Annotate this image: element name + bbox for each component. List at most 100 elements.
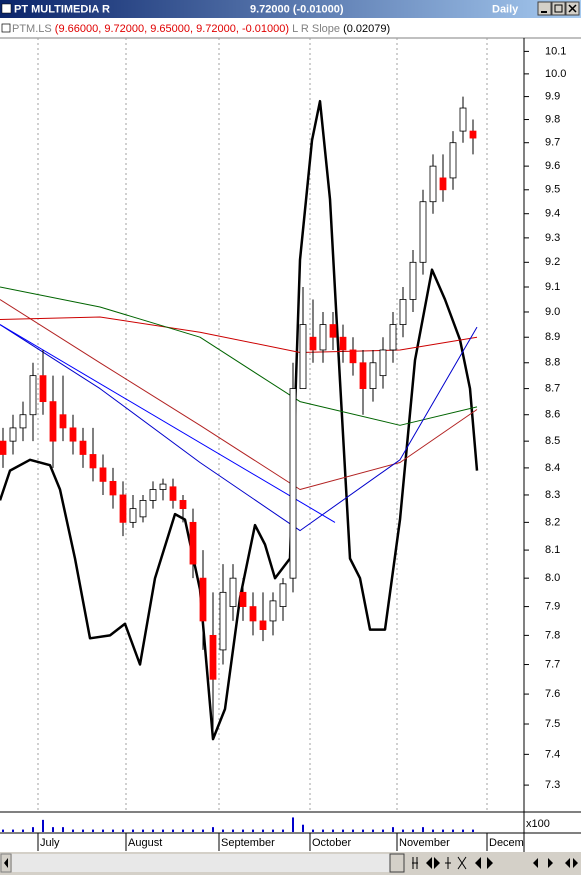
candle-body [359, 362, 367, 389]
y-tick-label: 9.1 [545, 281, 560, 293]
scroll-thumb[interactable] [389, 853, 405, 873]
candle-body [159, 483, 167, 490]
minimize-button[interactable] [537, 1, 552, 16]
y-tick-label: 7.5 [545, 718, 560, 730]
scrollbar[interactable] [0, 852, 581, 875]
indicator-line [0, 324, 336, 523]
candle-body [29, 375, 37, 416]
candle-body [349, 349, 357, 364]
volume-bar [462, 829, 464, 832]
y-tick-label: 8.4 [545, 462, 560, 474]
window-buttons[interactable] [537, 1, 580, 16]
legend-icon [1, 23, 11, 33]
scroll-area [12, 854, 404, 872]
volume-bar [22, 829, 24, 832]
volume-bar [252, 829, 254, 832]
zoom-button[interactable] [412, 857, 418, 869]
y-tick-label: 7.6 [545, 688, 560, 700]
volume-bar [172, 829, 174, 832]
extend-button[interactable] [445, 857, 451, 869]
y-tick-label: 8.5 [545, 435, 560, 447]
volume-bar [82, 829, 84, 832]
plot-area [0, 38, 488, 810]
volume-bar [332, 829, 334, 832]
candle-body [169, 486, 177, 501]
candle-body [179, 500, 187, 510]
candle-body [429, 165, 437, 203]
window-quote: 9.72000 (-0.01000) [250, 3, 344, 15]
candle-body [409, 261, 417, 300]
volume-bar [472, 829, 474, 832]
reset-button[interactable] [457, 856, 467, 870]
x-tick-label: July [40, 837, 60, 849]
y-tick-label: 9.3 [545, 232, 560, 244]
candle-body [319, 324, 327, 351]
y-tick-label: 9.6 [545, 160, 560, 172]
candle-body [69, 427, 77, 442]
candle-body [19, 414, 27, 429]
y-tick-label: 9.4 [545, 208, 560, 220]
volume-bar [362, 829, 364, 832]
x-tick-label: November [399, 837, 450, 849]
volume-bar [262, 829, 264, 832]
volume-bar [312, 829, 314, 832]
indicator-name: L R Slope [292, 23, 340, 35]
x-tick-label: October [312, 837, 351, 849]
scroll-left-glyph [4, 858, 8, 868]
y-tick-label: 10.1 [545, 45, 566, 57]
y-tick-label: 8.8 [545, 357, 560, 369]
y-tick-label: 10.0 [545, 68, 566, 80]
candle-body [289, 388, 297, 579]
candle-body [439, 177, 447, 191]
volume-bar [412, 829, 414, 832]
window-period: Daily [492, 3, 519, 15]
step-forward[interactable] [548, 858, 553, 868]
volume-bar [242, 829, 244, 832]
maximize-button[interactable] [551, 1, 566, 16]
candle-body [129, 508, 137, 523]
candle-body [239, 591, 247, 607]
y-tick-label: 8.6 [545, 409, 560, 421]
candle-body [189, 521, 197, 565]
nav-buttons[interactable] [426, 857, 440, 869]
volume-bar [202, 829, 204, 832]
window-title: PT MULTIMEDIA R [14, 3, 110, 15]
y-tick-label: 7.4 [545, 748, 560, 760]
page-buttons[interactable] [475, 857, 493, 869]
volume-bar [102, 829, 104, 832]
volume-bar [282, 829, 284, 832]
y-tick-label: 8.7 [545, 383, 560, 395]
end-button[interactable] [565, 858, 578, 868]
volume-bar [222, 829, 224, 832]
y-tick-label: 8.9 [545, 331, 560, 343]
volume-bar [392, 827, 394, 832]
volume-bar [152, 829, 154, 832]
y-tick-label: 7.3 [545, 779, 560, 791]
candle-body [279, 583, 287, 607]
x-tick-label: September [221, 837, 275, 849]
candle-body [59, 414, 67, 429]
y-tick-label: 9.8 [545, 113, 560, 125]
volume-bar [92, 829, 94, 832]
volume-bar [232, 829, 234, 832]
x-tick-label: Decem [489, 837, 524, 849]
volume-bar [42, 819, 44, 832]
candle-body [329, 324, 337, 338]
volume-bar [192, 829, 194, 832]
step-back[interactable] [533, 858, 538, 868]
volume-scale-label: x100 [526, 818, 550, 830]
candle-body [379, 349, 387, 377]
y-tick-label: 9.9 [545, 90, 560, 102]
candle-body [49, 401, 57, 442]
y-tick-label: 8.0 [545, 572, 560, 584]
y-tick-label: 9.2 [545, 256, 560, 268]
indicator-line [0, 99, 479, 741]
candle-body [209, 634, 217, 680]
maximize-glyph [554, 4, 563, 13]
volume-bar [352, 829, 354, 832]
candle-body [0, 440, 7, 455]
volume-bar [52, 827, 54, 832]
volume-bar [12, 829, 14, 832]
